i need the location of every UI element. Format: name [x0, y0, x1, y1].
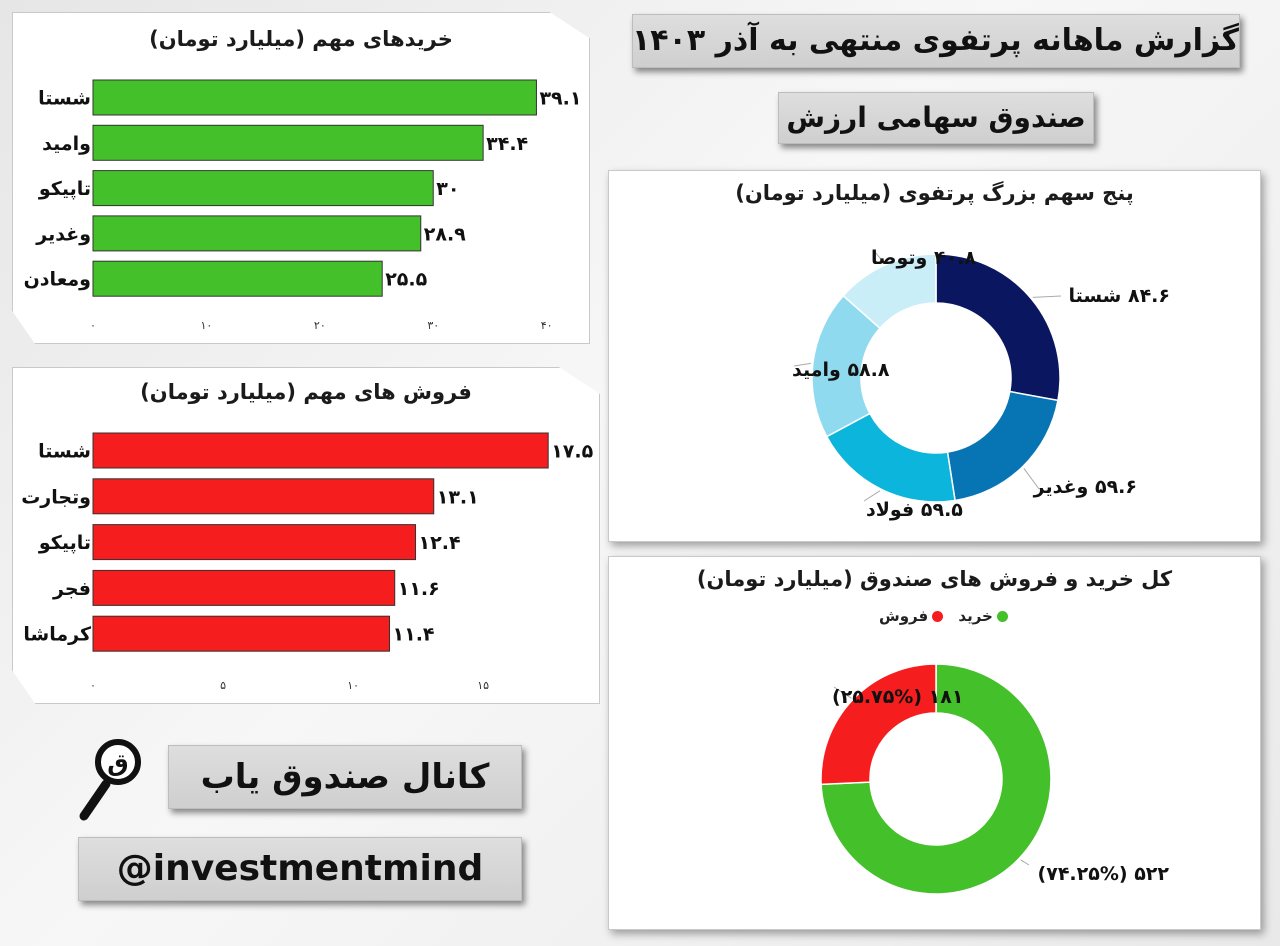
buys-chart-panel: خریدهای مهم (میلیارد تومان) شستا ۳۹.۱ وامی… [12, 12, 590, 344]
value-label: ۲۸.۹ [424, 223, 466, 245]
buy-sell-donut: ۵۲۲ (۷۴.۲۵%) ۱۸۱ (۲۵.۷۵%) [820, 663, 1170, 895]
top-holdings-panel: پنج سهم بزرگ پرتفوی (میلیارد تومان) ۸۴.۶… [608, 170, 1261, 542]
buy-sell-legend: خرید فروش [879, 607, 1012, 625]
bar-0-4 [92, 260, 383, 297]
report-title: گزارش ماهانه پرتفوی منتهی به آذر ۱۴۰۳ [632, 14, 1240, 68]
value-label: ۲۵.۵ [385, 269, 427, 291]
legend-buy: خرید [958, 607, 1011, 625]
buys-bar-chart: شستا ۳۹.۱ وامید ۳۴.۴ تاپیکو ۳۰ وغدیر ۲۸.۹ ومعادن… [24, 79, 581, 332]
value-label: ۱۲.۴ [419, 532, 461, 554]
bar-1-1 [92, 478, 435, 515]
bar-1-0 [92, 432, 549, 469]
svg-text:ق: ق [107, 749, 128, 777]
buy-sell-panel: کل خرید و فروش های صندوق (میلیارد تومان)… [608, 556, 1261, 930]
x-tick-label: ۱۰ [347, 679, 359, 692]
value-label: ۱۱.۶ [398, 578, 440, 600]
category-label: کرماشا [23, 624, 92, 646]
channel-name: کانال صندوق یاب [168, 745, 522, 809]
leader-line [1020, 859, 1030, 866]
bar-0-2 [92, 170, 434, 207]
leader-line [1032, 295, 1062, 298]
legend-sell: فروش [879, 607, 947, 625]
sells-chart-panel: فروش های مهم (میلیارد تومان) شستا ۱۷.۵ وتج… [12, 367, 600, 704]
x-tick-label: ۱۵ [477, 679, 489, 692]
bar-0-3 [92, 215, 422, 252]
bar-0-1 [92, 124, 484, 161]
slice-3-0 [820, 663, 1052, 895]
value-label: ۳۰ [436, 178, 459, 200]
slice-label: ۵۹.۵ فولاد [866, 499, 963, 521]
value-label: ۱۷.۵ [551, 441, 593, 463]
bar-1-3 [92, 569, 396, 606]
slice-label: ۱۸۱ (۲۵.۷۵%) [832, 686, 963, 708]
slice-2-0 [935, 253, 1061, 402]
buys-chart-title: خریدهای مهم (میلیارد تومان) [149, 27, 453, 51]
bar-0-0 [92, 79, 537, 116]
category-label: وتجارت [21, 486, 91, 508]
slice-3-1 [820, 663, 937, 786]
magnifier-icon: ق [76, 738, 146, 824]
category-label: تاپیکو [38, 532, 91, 554]
x-tick-label: ۲۰ [314, 319, 326, 332]
sells-bar-chart: شستا ۱۷.۵ وتجارت ۱۳.۱ تاپیکو ۱۲.۴ فجر ۱۱.۶ کرماش… [21, 432, 594, 692]
bar-1-2 [92, 524, 417, 561]
slice-label: ۴۰.۸ وتوصا [871, 247, 976, 269]
leader-line [1023, 468, 1040, 490]
category-label: ومعادن [24, 269, 91, 291]
slice-2-4 [842, 253, 937, 330]
category-label: فجر [52, 578, 91, 600]
slice-label: ۸۴.۶ شستا [1068, 285, 1170, 307]
slice-label: ۵۲۲ (۷۴.۲۵%) [1038, 863, 1170, 885]
x-tick-label: ۵ [220, 679, 226, 692]
sells-chart-title: فروش های مهم (میلیارد تومان) [140, 380, 472, 404]
top-holdings-donut: ۸۴.۶ شستا ۵۹.۶ وغدیر ۵۹.۵ فولاد ۵۸.۸ وامید ۴… [792, 247, 1170, 521]
slice-label: ۵۸.۸ وامید [792, 359, 890, 381]
slice-label: ۵۹.۶ وغدیر [1033, 476, 1137, 498]
buy-sell-title: کل خرید و فروش های صندوق (میلیارد تومان) [696, 567, 1173, 591]
category-label: شستا [38, 441, 91, 463]
x-tick-label: ۰ [90, 319, 96, 332]
top-holdings-title: پنج سهم بزرگ پرتفوی (میلیارد تومان) [735, 181, 1134, 205]
value-label: ۱۱.۴ [393, 624, 435, 646]
value-label: ۳۴.۴ [486, 133, 528, 155]
category-label: شستا [38, 88, 91, 110]
channel-handle: @investmentmind [78, 837, 522, 901]
category-label: وغدیر [35, 223, 91, 245]
fund-name: صندوق سهامی ارزش [778, 92, 1094, 144]
leader-line [793, 362, 811, 367]
category-label: وامید [42, 133, 91, 155]
x-tick-label: ۴۰ [541, 319, 553, 332]
x-tick-label: ۳۰ [427, 319, 439, 332]
leader-line [833, 686, 852, 699]
bar-1-4 [92, 615, 391, 652]
category-label: تاپیکو [38, 178, 91, 200]
x-tick-label: ۰ [90, 679, 96, 692]
x-tick-label: ۱۰ [201, 319, 213, 332]
leader-line [873, 250, 885, 264]
value-label: ۱۳.۱ [437, 486, 479, 508]
value-label: ۳۹.۱ [539, 88, 581, 110]
leader-line [863, 490, 881, 502]
